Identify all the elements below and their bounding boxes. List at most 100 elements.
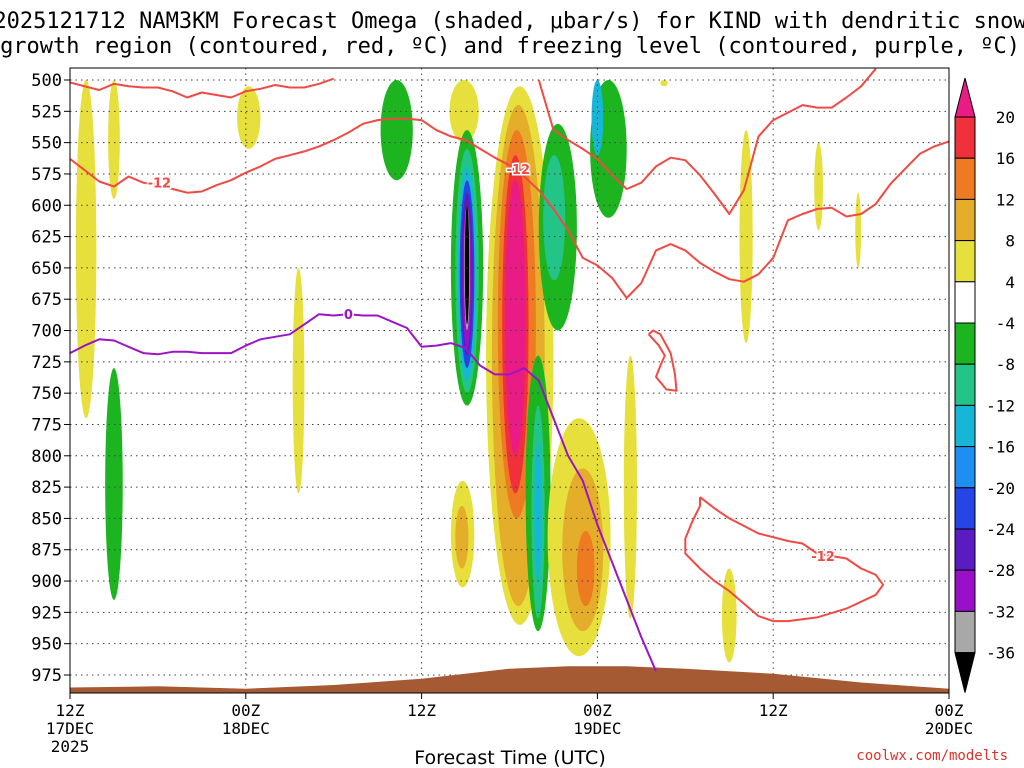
y-tick-label-625: 625 (31, 228, 62, 248)
dgz-label-0: -12 (148, 177, 172, 192)
colorbar-top-arrow (954, 77, 976, 118)
omega-region-21 (505, 180, 526, 456)
colorbar-bin-13 (954, 610, 976, 654)
colorbar-label-7: -12 (986, 396, 1015, 415)
omega-region-3 (237, 86, 261, 149)
x-tick-date-12: 18DEC (222, 719, 270, 738)
omega-region-24 (534, 443, 542, 582)
contour-labels: -12 -12 -12 0 (146, 161, 836, 566)
omega-region-26 (543, 155, 566, 281)
y-tick-label-900: 900 (31, 572, 62, 592)
x-tick-year-0: 2025 (51, 737, 90, 756)
dgz-contour-2 (537, 68, 877, 215)
x-axis-title: Forecast Time (UTC) (414, 747, 605, 768)
x-tick-label-24: 12Z (407, 701, 436, 720)
y-tick-label-950: 950 (31, 635, 62, 655)
y-tick-label-525: 525 (31, 102, 62, 122)
colorbar-label-9: -20 (986, 479, 1015, 498)
freezing-level-label: 0 (344, 308, 353, 323)
grid-lines (70, 68, 949, 693)
chart-title-line1: 2025121712 NAM3KM Forecast Omega (shaded… (0, 9, 1024, 34)
y-tick-label-925: 925 (31, 603, 62, 623)
colorbar-bin-4 (954, 240, 976, 283)
y-tick-label-675: 675 (31, 290, 62, 310)
omega-region-6 (449, 80, 479, 143)
omega-region-29 (576, 530, 595, 607)
colorbar-label-13: -36 (986, 644, 1015, 663)
freezing-level-line (70, 313, 657, 672)
x-tick-label-48: 12Z (759, 701, 788, 720)
colorbar-bin-3 (954, 198, 976, 242)
dgz-label-1: -12 (507, 163, 531, 178)
plot-frame (69, 67, 950, 694)
colorbar-label-8: -16 (986, 438, 1015, 457)
colorbar-bin-8 (954, 404, 976, 448)
terrain (70, 666, 949, 693)
y-tick-label-700: 700 (31, 322, 62, 342)
x-tick-date-36: 19DEC (573, 719, 621, 738)
colorbar-bottom-arrow (954, 652, 976, 693)
dgz-contour-4 (684, 496, 885, 623)
colorbar-bin-2 (954, 157, 976, 200)
y-tick-label-750: 750 (31, 384, 62, 404)
dgz-contour-1 (70, 117, 949, 299)
chart-title-line2: growth region (contoured, red, ºC) and f… (0, 34, 1020, 59)
omega-region-33 (721, 568, 737, 663)
omega-region-14 (464, 205, 470, 325)
colorbar-bin-10 (954, 487, 976, 530)
y-tick-label-975: 975 (31, 666, 62, 686)
omega-region-35 (814, 142, 824, 231)
colorbar-label-4: 4 (1005, 273, 1015, 292)
y-tick-label-575: 575 (31, 165, 62, 185)
colorbar-label-3: 8 (1005, 232, 1015, 251)
y-tick-label-600: 600 (31, 196, 62, 216)
y-tick-label-650: 650 (31, 259, 62, 279)
omega-region-2 (105, 368, 123, 600)
x-tick-date-60: 20DEC (925, 719, 973, 738)
colorbar-label-0: 20 (996, 108, 1015, 127)
terrain-fill (70, 666, 949, 693)
omega-region-5 (380, 80, 413, 181)
colorbar-bin-7 (954, 363, 976, 406)
dgz-label-4: -12 (811, 550, 835, 565)
x-tick-date-0: 17DEC (46, 719, 94, 738)
y-tick-label-875: 875 (31, 541, 62, 561)
credit-text: coolwx.com/modelts (856, 748, 1008, 764)
omega-region-34 (739, 130, 753, 344)
colorbar-label-5: -4 (996, 314, 1015, 333)
colorbar-bin-12 (954, 569, 976, 612)
colorbar-bin-9 (954, 446, 976, 489)
freezing-level-contour (70, 313, 657, 672)
omega-region-16 (455, 505, 469, 569)
y-tick-label-500: 500 (31, 71, 62, 91)
y-tick-label-550: 550 (31, 134, 62, 154)
colorbar-bin-1 (954, 116, 976, 159)
y-axis: 500 525 550 575 600 625 650 675 700 725 750 775 800 8… (31, 71, 70, 686)
x-tick-label-0: 12Z (56, 701, 85, 720)
colorbar-bin-11 (954, 528, 976, 571)
y-tick-label-775: 775 (31, 415, 62, 435)
dgz-contour-3 (647, 329, 678, 392)
colorbar-label-6: -8 (996, 355, 1015, 374)
omega-region-0 (75, 80, 97, 419)
colorbar-label-10: -24 (986, 520, 1015, 539)
y-tick-label-800: 800 (31, 447, 62, 467)
omega-region-37 (660, 80, 668, 87)
omega-region-1 (108, 80, 120, 199)
omega-region-32 (623, 355, 637, 619)
y-tick-label-825: 825 (31, 478, 62, 498)
omega-region-4 (292, 267, 305, 494)
colorbar: 20 16 12 8 4 -4 -8 -12 -16 -20 -24 -28 -32 -36 (954, 77, 1015, 693)
colorbar-label-11: -28 (986, 561, 1015, 580)
plot-area: -12 -12 -12 0 (69, 67, 950, 694)
omega-region-36 (855, 192, 862, 268)
dendritic-growth-contours (70, 68, 949, 623)
colorbar-label-12: -32 (986, 602, 1015, 621)
x-tick-label-60: 00Z (935, 701, 964, 720)
colorbar-label-2: 12 (996, 190, 1015, 209)
x-tick-label-36: 00Z (583, 701, 612, 720)
y-tick-label-725: 725 (31, 353, 62, 373)
colorbar-label-1: 16 (996, 149, 1015, 168)
colorbar-bin-6 (954, 322, 976, 365)
